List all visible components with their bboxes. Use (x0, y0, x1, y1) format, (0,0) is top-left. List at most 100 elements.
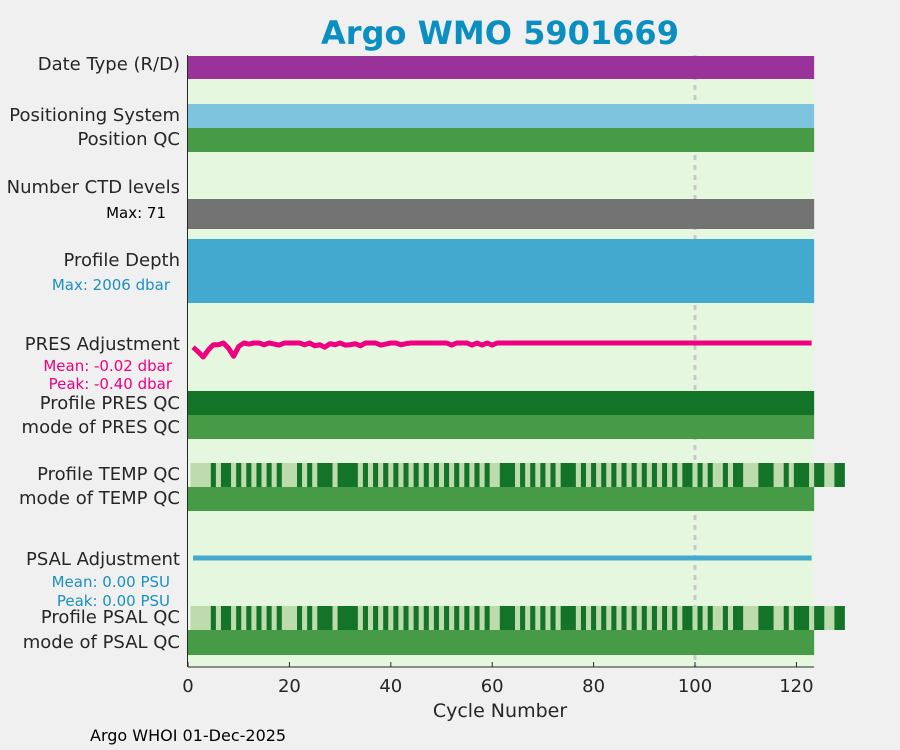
psal-qc-cycle-101 (697, 606, 703, 630)
psal-qc-cycle-103 (707, 606, 714, 630)
temp-qc-cycle-94 (662, 463, 668, 487)
temp-qc-cycle-44 (408, 463, 414, 487)
psal-qc-cycle-90 (641, 606, 648, 630)
temp-qc-cycle-63 (504, 463, 511, 487)
psal-qc-cycle-39 (383, 606, 389, 630)
psal-qc-cycle-92 (651, 606, 658, 630)
psal-qc-cycle-102 (702, 606, 708, 630)
psal-qc-cycle-11 (241, 606, 247, 630)
psal-qc-cycle-56 (469, 606, 475, 630)
temp-qc-cycle-112 (753, 463, 759, 487)
row-label-psal-adjustment: PSAL Adjustment (25, 549, 180, 570)
temp-qc-cycle-54 (459, 463, 465, 487)
psal-qc-cycle-99 (687, 606, 693, 630)
position-qc-bar (188, 128, 815, 152)
temp-qc-cycle-27 (322, 463, 328, 487)
psal-qc-cycle-67 (525, 606, 531, 630)
psal-qc-cycle-27 (322, 606, 328, 630)
temp-qc-cycle-31 (342, 463, 349, 487)
x-tick-label: 20 (277, 676, 301, 697)
row-label-pres-adjustment: PRES Adjustment (24, 334, 180, 355)
psal-qc-cycle-24 (307, 606, 313, 630)
temp-qc-cycle-109 (738, 463, 744, 487)
psal-qc-cycle-93 (656, 606, 663, 630)
psal-qc-cycle-14 (256, 606, 262, 630)
plot-background (188, 55, 815, 667)
temp-qc-cycle-89 (636, 463, 643, 487)
temp-qc-cycle-41 (393, 463, 399, 487)
row-label-profile-psal-qc: Profile PSAL QC (40, 607, 180, 628)
psal-qc-cycle-21 (291, 606, 298, 630)
temp-qc-cycle-35 (362, 463, 369, 487)
chart-title: Argo WMO 5901669 (321, 14, 679, 52)
temp-qc-cycle-26 (317, 463, 323, 487)
psal-qc-cycle-46 (418, 606, 425, 630)
psal-qc-cycle-85 (616, 606, 622, 630)
psal-qc-cycle-5 (210, 606, 217, 630)
temp-qc-cycle-64 (509, 463, 516, 487)
temp-qc-cycle-60 (489, 463, 496, 487)
row-label-profile-pres-qc: Profile PRES QC (39, 393, 180, 414)
temp-qc-cycle-59 (484, 463, 490, 487)
psal-qc-cycle-52 (449, 606, 455, 630)
temp-qc-cycle-34 (357, 463, 364, 487)
psal-qc-cycle-45 (413, 606, 419, 630)
temp-qc-cycle-126 (824, 463, 830, 487)
psal-qc-cycle-75 (565, 606, 572, 630)
temp-qc-cycle-53 (454, 463, 460, 487)
temp-qc-cycle-23 (302, 463, 308, 487)
temp-qc-cycle-21 (291, 463, 298, 487)
temp-qc-cycle-46 (418, 463, 425, 487)
temp-qc-cycle-115 (768, 463, 774, 487)
x-axis-label: Cycle Number (432, 700, 568, 722)
psal-qc-cycle-72 (550, 606, 556, 630)
psal-qc-cycle-107 (727, 606, 734, 630)
psal-qc-cycle-19 (281, 606, 288, 630)
psal-qc-cycle-64 (509, 606, 516, 630)
row-label-profile-temp-qc: Profile TEMP QC (37, 464, 180, 485)
temp-qc-cycle-124 (814, 463, 820, 487)
psal-qc-cycle-10 (236, 606, 242, 630)
temp-qc-cycle-48 (428, 463, 435, 487)
psal-qc-cycle-31 (342, 606, 349, 630)
temp-qc-cycle-16 (266, 463, 272, 487)
temp-qc-cycle-111 (748, 463, 754, 487)
temp-qc-cycle-17 (271, 463, 278, 487)
psal-qc-cycle-3 (200, 606, 207, 630)
psal-qc-cycle-84 (611, 606, 617, 630)
temp-qc-cycle-9 (231, 463, 237, 487)
temp-qc-cycle-74 (560, 463, 567, 487)
psal-qc-cycle-115 (768, 606, 774, 630)
psal-qc-cycle-6 (215, 606, 222, 630)
psal-qc-cycle-62 (499, 606, 506, 630)
temp-qc-cycle-20 (286, 463, 293, 487)
psal-qc-cycle-2 (195, 606, 201, 630)
psal-qc-cycle-58 (479, 606, 485, 630)
pres-mean-label: Mean: -0.02 dbar (43, 357, 172, 375)
psal-qc-cycle-43 (403, 606, 409, 630)
psal-qc-cycle-59 (484, 606, 490, 630)
temp-qc-cycle-105 (717, 463, 724, 487)
psal-peak-label: Peak: 0.00 PSU (56, 592, 170, 610)
psal-qc-cycle-7 (220, 606, 227, 630)
row-label-mode-temp-qc: mode of TEMP QC (18, 488, 180, 509)
psal-qc-cycle-38 (378, 606, 384, 630)
temp-qc-cycle-77 (575, 463, 582, 487)
x-tick-label: 100 (677, 676, 713, 697)
temp-qc-cycle-128 (834, 463, 840, 487)
temp-qc-cycle-110 (743, 463, 749, 487)
temp-qc-cycle-118 (783, 463, 790, 487)
temp-qc-cycle-103 (707, 463, 714, 487)
psal-qc-cycle-78 (580, 606, 587, 630)
temp-qc-cycle-87 (626, 463, 632, 487)
psal-qc-cycle-30 (337, 606, 343, 630)
temp-qc-cycle-43 (403, 463, 409, 487)
temp-qc-cycle-47 (423, 463, 430, 487)
psal-qc-cycle-13 (251, 606, 257, 630)
temp-qc-cycle-69 (535, 463, 541, 487)
temp-qc-cycle-106 (722, 463, 729, 487)
psal-qc-cycle-70 (540, 606, 546, 630)
psal-qc-cycle-25 (312, 606, 318, 630)
x-tick-label: 40 (379, 676, 403, 697)
